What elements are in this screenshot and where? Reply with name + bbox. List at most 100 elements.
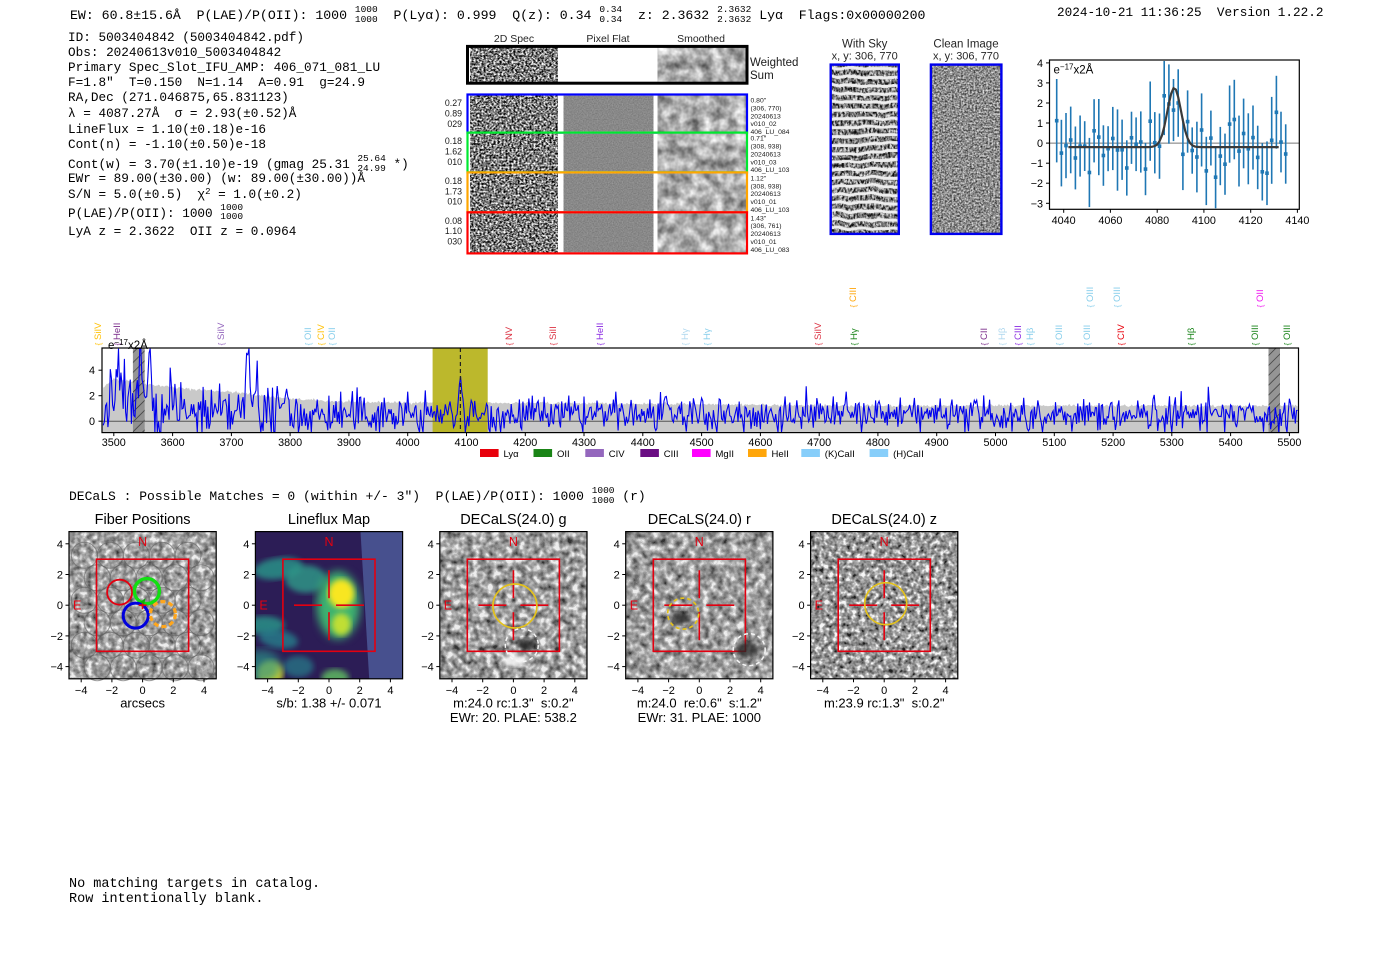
svg-text:OIII: OIII	[1112, 287, 1123, 302]
svg-text:{: {	[1117, 342, 1126, 345]
svg-text:−4: −4	[261, 685, 274, 697]
svg-text:SiIV: SiIV	[216, 322, 227, 340]
svg-text:{: {	[317, 342, 326, 345]
svg-text:20240613: 20240613	[751, 231, 781, 238]
svg-text:0: 0	[614, 600, 620, 612]
svg-text:−2: −2	[50, 631, 63, 643]
svg-text:5000: 5000	[983, 437, 1007, 449]
svg-text:−4: −4	[237, 662, 250, 674]
svg-text:−4: −4	[50, 662, 63, 674]
svg-text:4040: 4040	[1052, 215, 1076, 227]
svg-text:4100: 4100	[1192, 215, 1216, 227]
svg-text:5400: 5400	[1219, 437, 1243, 449]
svg-text:{: {	[681, 342, 690, 345]
svg-text:{: {	[1083, 342, 1092, 345]
svg-text:4: 4	[758, 685, 764, 697]
svg-text:406_LU_103: 406_LU_103	[751, 207, 790, 214]
svg-text:4: 4	[614, 539, 620, 551]
svg-text:N: N	[509, 535, 518, 549]
svg-text:E: E	[259, 599, 267, 613]
svg-text:Hγ: Hγ	[702, 328, 713, 340]
svg-text:{: {	[1055, 342, 1064, 345]
svg-text:N: N	[880, 535, 889, 549]
svg-text:1.73: 1.73	[445, 186, 462, 196]
svg-text:arcsecs: arcsecs	[120, 695, 165, 710]
svg-text:4300: 4300	[572, 437, 596, 449]
svg-text:{: {	[549, 342, 558, 345]
svg-text:Hγ: Hγ	[849, 328, 860, 340]
svg-text:030: 030	[447, 237, 462, 247]
svg-text:029: 029	[447, 119, 462, 129]
svg-text:DECaLS(24.0) r: DECaLS(24.0) r	[648, 512, 751, 528]
svg-text:4140: 4140	[1285, 215, 1309, 227]
svg-text:{: {	[304, 342, 313, 345]
svg-text:SiII: SiII	[548, 326, 559, 340]
svg-text:1.12": 1.12"	[751, 175, 767, 182]
svg-text:OII: OII	[1255, 289, 1266, 302]
svg-text:DECaLS(24.0) z: DECaLS(24.0) z	[831, 512, 937, 528]
svg-text:{: {	[1026, 342, 1035, 345]
svg-text:Hβ: Hβ	[1025, 327, 1036, 340]
svg-text:{: {	[1187, 342, 1196, 345]
svg-text:Lineflux Map: Lineflux Map	[288, 512, 370, 528]
svg-text:5200: 5200	[1101, 437, 1125, 449]
svg-text:x, y: 306, 770: x, y: 306, 770	[832, 51, 898, 63]
svg-text:0: 0	[326, 685, 332, 697]
svg-text:3900: 3900	[337, 437, 361, 449]
svg-text:−4: −4	[607, 662, 620, 674]
svg-text:0: 0	[510, 685, 516, 697]
svg-text:Lyα: Lyα	[504, 449, 520, 460]
svg-text:4: 4	[943, 685, 949, 697]
svg-text:0.71": 0.71"	[751, 136, 767, 143]
svg-text:4120: 4120	[1239, 215, 1263, 227]
svg-text:3800: 3800	[278, 437, 302, 449]
svg-text:0.80": 0.80"	[751, 98, 767, 105]
svg-text:3500: 3500	[102, 437, 126, 449]
svg-text:HeII: HeII	[772, 449, 789, 460]
svg-text:4: 4	[201, 685, 207, 697]
svg-text:{: {	[814, 342, 823, 345]
svg-text:4080: 4080	[1145, 215, 1169, 227]
svg-text:NV: NV	[504, 326, 515, 340]
svg-text:4200: 4200	[513, 437, 537, 449]
svg-text:4500: 4500	[690, 437, 714, 449]
svg-text:x, y: 306, 770: x, y: 306, 770	[933, 51, 999, 63]
svg-text:m:23.9 rc:1.3" s:0.2": m:23.9 rc:1.3" s:0.2"	[824, 695, 945, 710]
svg-text:4: 4	[572, 685, 578, 697]
svg-text:−4: −4	[421, 662, 434, 674]
svg-text:5500: 5500	[1277, 437, 1301, 449]
svg-text:(H)CaII: (H)CaII	[893, 449, 924, 460]
svg-text:3: 3	[1037, 78, 1043, 90]
svg-text:(306, 761): (306, 761)	[751, 223, 782, 230]
svg-text:Clean Image: Clean Image	[933, 39, 998, 51]
svg-text:v010_01: v010_01	[751, 239, 777, 246]
svg-text:{: {	[1256, 304, 1265, 307]
svg-text:−2: −2	[792, 631, 805, 643]
svg-text:0: 0	[1037, 138, 1043, 150]
svg-text:010: 010	[447, 197, 462, 207]
svg-text:406_LU_103: 406_LU_103	[751, 167, 790, 174]
svg-text:(306, 770): (306, 770)	[751, 105, 782, 112]
svg-text:0: 0	[89, 416, 95, 428]
svg-text:CII: CII	[979, 328, 990, 340]
svg-text:OIII: OIII	[1282, 325, 1293, 340]
svg-text:CIV: CIV	[316, 324, 327, 341]
svg-text:−4: −4	[75, 685, 88, 697]
svg-text:0.18: 0.18	[445, 176, 462, 186]
svg-text:−2: −2	[847, 685, 860, 697]
svg-text:EWr: 31. PLAE: 1000: EWr: 31. PLAE: 1000	[638, 710, 761, 725]
svg-text:E: E	[815, 599, 823, 613]
svg-text:MgII: MgII	[716, 449, 734, 460]
svg-text:v010_03: v010_03	[751, 159, 777, 166]
svg-text:010: 010	[447, 157, 462, 167]
svg-text:5300: 5300	[1160, 437, 1184, 449]
svg-text:m:24.0 rc:1.3" s:0.2": m:24.0 rc:1.3" s:0.2"	[453, 695, 574, 710]
svg-text:1.62: 1.62	[445, 147, 462, 157]
svg-text:4: 4	[428, 539, 434, 551]
svg-text:{: {	[1113, 304, 1122, 307]
svg-text:OIII: OIII	[1085, 287, 1096, 302]
svg-text:0: 0	[57, 600, 63, 612]
svg-text:2: 2	[912, 685, 918, 697]
svg-text:E: E	[630, 599, 638, 613]
svg-text:Hβ: Hβ	[1186, 327, 1197, 340]
